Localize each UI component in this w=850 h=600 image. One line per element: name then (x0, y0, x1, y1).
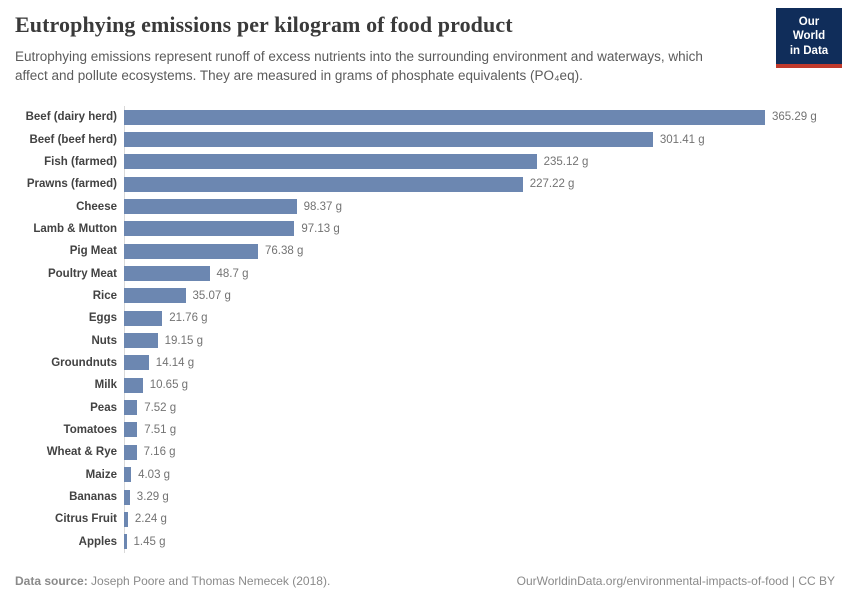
value-label: 301.41 g (659, 133, 705, 146)
bar[interactable] (124, 511, 128, 527)
chart-row: Citrus Fruit 2.24 g (15, 508, 835, 530)
owid-logo-line2: in Data (789, 44, 829, 57)
chart-row: Poultry Meat 48.7 g (15, 262, 835, 284)
bar[interactable] (124, 355, 149, 371)
bar[interactable] (124, 266, 210, 282)
bar[interactable] (124, 422, 138, 438)
value-label: 227.22 g (529, 178, 575, 191)
bar[interactable] (124, 489, 130, 505)
category-label: Bananas (69, 491, 117, 504)
data-source: Data source: Joseph Poore and Thomas Nem… (15, 574, 330, 588)
chart-row: Milk 10.65 g (15, 374, 835, 396)
category-label: Beef (dairy herd) (25, 111, 117, 124)
bar[interactable] (124, 377, 143, 393)
category-label: Poultry Meat (47, 267, 117, 280)
chart-row: Eggs 21.76 g (15, 307, 835, 329)
chart-row: Maize 4.03 g (15, 464, 835, 486)
value-label: 48.7 g (216, 267, 249, 280)
value-label: 76.38 g (265, 245, 304, 258)
bar[interactable] (124, 176, 523, 192)
category-label: Fish (farmed) (44, 155, 117, 168)
value-label: 365.29 g (772, 111, 817, 124)
value-label: 98.37 g (303, 200, 342, 213)
chart-row: Apples 1.45 g (15, 531, 835, 553)
category-label: Lamb & Mutton (33, 222, 117, 235)
value-label: 7.16 g (143, 446, 176, 459)
chart-row: Peas 7.52 g (15, 396, 835, 418)
bar[interactable] (124, 467, 132, 483)
chart-row: Cheese 98.37 g (15, 195, 835, 217)
category-label: Prawns (farmed) (26, 178, 117, 191)
bar[interactable] (124, 199, 297, 215)
category-label: Wheat & Rye (46, 446, 117, 459)
category-label: Maize (85, 468, 117, 481)
chart-footer: Data source: Joseph Poore and Thomas Nem… (15, 574, 835, 588)
category-label: Rice (92, 289, 117, 302)
data-source-label: Data source: (15, 574, 88, 588)
bar[interactable] (124, 400, 138, 416)
category-label: Peas (90, 401, 117, 414)
chart-header: Eutrophying emissions per kilogram of fo… (15, 12, 760, 85)
chart-row: Fish (farmed) 235.12 g (15, 151, 835, 173)
value-label: 1.45 g (133, 535, 166, 548)
owid-logo: Our World in Data (776, 8, 842, 69)
category-label: Tomatoes (63, 423, 117, 436)
value-label: 21.76 g (169, 312, 208, 325)
page-title: Eutrophying emissions per kilogram of fo… (15, 12, 513, 37)
value-label: 3.29 g (136, 491, 169, 504)
value-label: 35.07 g (192, 289, 231, 302)
chart-row: Groundnuts 14.14 g (15, 352, 835, 374)
bar[interactable] (124, 534, 127, 550)
chart-row: Bananas 3.29 g (15, 486, 835, 508)
bar[interactable] (124, 333, 158, 349)
bar[interactable] (124, 444, 137, 460)
category-label: Apples (78, 535, 117, 548)
chart-row: Prawns (farmed) 227.22 g (15, 173, 835, 195)
bar[interactable] (124, 109, 765, 125)
bar[interactable] (124, 310, 163, 326)
bar[interactable] (124, 243, 258, 259)
value-label: 7.51 g (144, 423, 177, 436)
chart-row: Tomatoes 7.51 g (15, 419, 835, 441)
bar-chart: Beef (dairy herd) 365.29 g Beef (beef herd… (15, 106, 835, 553)
category-label: Nuts (91, 334, 117, 347)
value-label: 97.13 g (301, 222, 340, 235)
bar[interactable] (124, 288, 186, 304)
category-label: Groundnuts (51, 356, 117, 369)
category-label: Citrus Fruit (55, 513, 117, 526)
value-label: 19.15 g (164, 334, 203, 347)
category-label: Cheese (76, 200, 117, 213)
category-label: Beef (beef herd) (29, 133, 117, 146)
data-source-value: Joseph Poore and Thomas Nemecek (2018). (87, 574, 331, 588)
license-link[interactable]: OurWorldinData.org/environmental-impacts… (516, 574, 835, 588)
bar[interactable] (124, 132, 653, 148)
bar[interactable] (124, 154, 537, 170)
chart-row: Lamb & Mutton 97.13 g (15, 218, 835, 240)
chart-row: Pig Meat 76.38 g (15, 240, 835, 262)
value-label: 4.03 g (138, 468, 171, 481)
bar[interactable] (124, 221, 295, 237)
category-label: Pig Meat (69, 245, 117, 258)
value-label: 10.65 g (149, 379, 189, 392)
chart-rows: Beef (dairy herd) 365.29 g Beef (beef herd… (15, 106, 835, 553)
chart-row: Rice 35.07 g (15, 285, 835, 307)
chart-subtitle: Eutrophying emissions represent runoff o… (15, 49, 703, 84)
chart-row: Beef (beef herd) 301.41 g (15, 128, 835, 150)
category-label: Eggs (88, 312, 117, 325)
value-label: 2.24 g (134, 513, 167, 526)
owid-logo-line1: Our World (792, 16, 826, 43)
chart-row: Nuts 19.15 g (15, 329, 835, 351)
value-label: 14.14 g (155, 356, 195, 369)
value-label: 7.52 g (144, 401, 177, 414)
category-label: Milk (94, 379, 117, 392)
chart-row: Beef (dairy herd) 365.29 g (15, 106, 835, 128)
chart-row: Wheat & Rye 7.16 g (15, 441, 835, 463)
value-label: 235.12 g (543, 155, 589, 168)
